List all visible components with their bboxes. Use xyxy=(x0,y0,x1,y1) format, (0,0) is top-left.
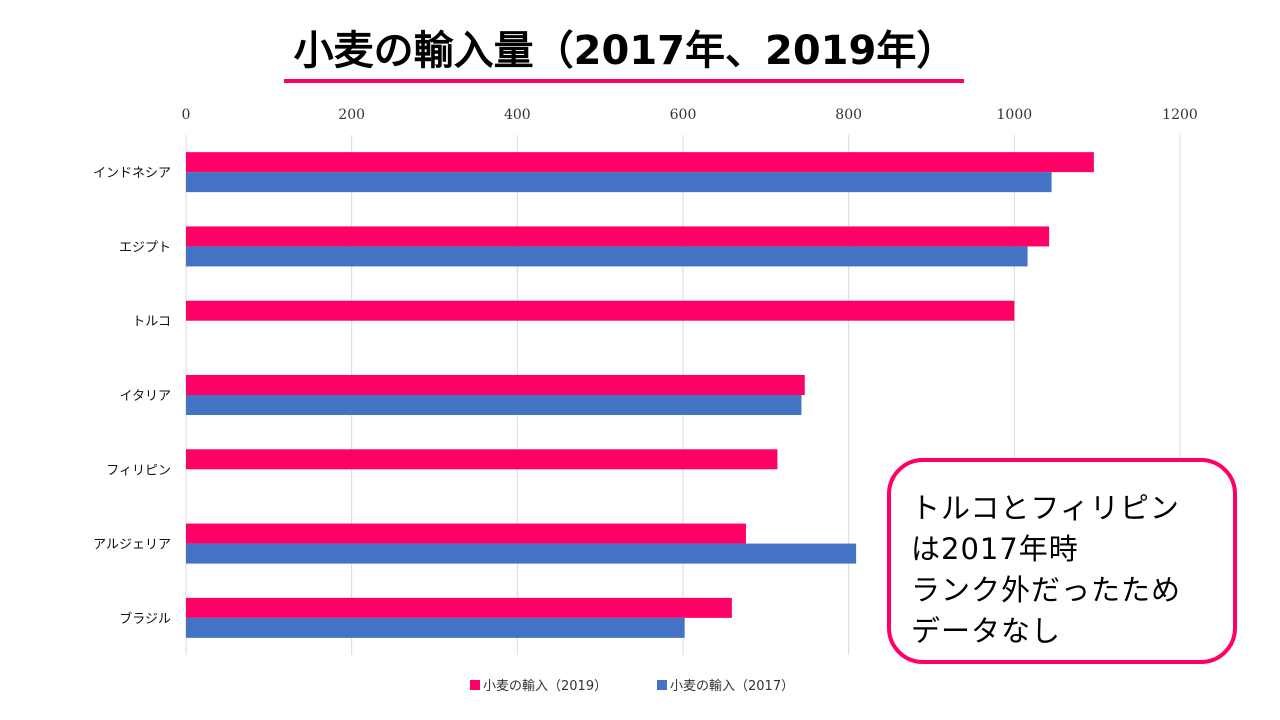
category-label: アルジェリア xyxy=(93,538,171,553)
category-label: エジプト xyxy=(119,240,171,255)
bar-2019 xyxy=(186,597,732,618)
annotation-line: は2017年時 xyxy=(911,532,1079,566)
x-axis-ticks: 0 200 400 600 800 1000 1200 xyxy=(182,107,1198,123)
x-tick-label: 0 xyxy=(182,107,191,123)
annotation-box: トルコとフィリピン は2017年時 ランク外だったため データなし xyxy=(887,458,1237,664)
category-label: イタリア xyxy=(120,389,171,404)
bar-2019 xyxy=(186,449,778,470)
annotation-line: ランク外だったため xyxy=(911,573,1182,607)
x-tick-label: 200 xyxy=(338,107,365,123)
annotation-line: データなし xyxy=(911,614,1062,648)
bar-2019 xyxy=(186,300,1015,321)
annotation-line: トルコとフィリピン xyxy=(911,491,1180,525)
bar-2017 xyxy=(186,172,1052,193)
x-tick-label: 600 xyxy=(670,107,697,123)
x-tick-label: 400 xyxy=(504,107,531,123)
category-label: トルコ xyxy=(132,315,171,330)
legend-label: 小麦の輸入（2019） xyxy=(483,679,607,694)
bar-2017 xyxy=(186,395,802,415)
legend-swatch xyxy=(657,680,667,690)
bar-2017 xyxy=(186,246,1028,267)
bar-2019 xyxy=(186,375,805,395)
bar-2019 xyxy=(186,226,1050,247)
bar-2019 xyxy=(186,152,1094,173)
bar-2017 xyxy=(186,543,857,564)
legend-label: 小麦の輸入（2017） xyxy=(670,679,794,694)
legend: 小麦の輸入（2019） 小麦の輸入（2017） xyxy=(470,679,794,694)
bar-2017 xyxy=(186,617,685,638)
bars xyxy=(186,152,1094,638)
bar-2019 xyxy=(186,523,746,544)
x-tick-label: 1000 xyxy=(997,107,1033,123)
chart-title: 小麦の輸入量（2017年、2019年） xyxy=(293,28,957,74)
category-label: インドネシア xyxy=(93,166,171,181)
category-label: ブラジル xyxy=(119,611,171,627)
x-tick-label: 1200 xyxy=(1162,107,1198,123)
legend-swatch xyxy=(470,680,480,690)
x-tick-label: 800 xyxy=(835,107,862,123)
category-label: フィリピン xyxy=(106,463,171,478)
title-underline xyxy=(284,79,964,83)
